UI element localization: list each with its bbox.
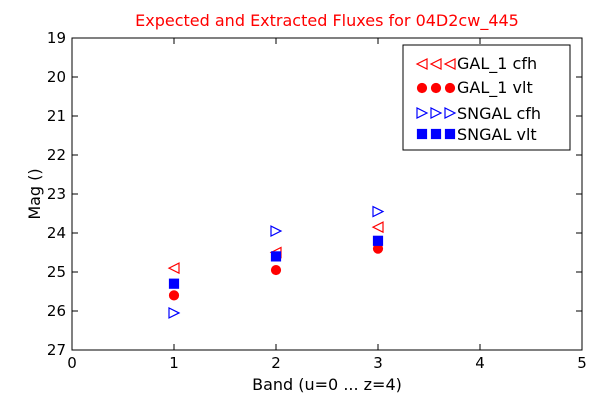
- legend-marker: [429, 58, 442, 70]
- data-point: [168, 290, 180, 301]
- legend-box: [402, 44, 571, 151]
- y-tick-label: 26: [47, 302, 66, 320]
- legend-marker: [444, 128, 456, 140]
- x-tick-label: 4: [475, 354, 485, 372]
- x-tick-label: 0: [67, 354, 77, 372]
- legend-marker: [444, 107, 457, 119]
- chart-title: Expected and Extracted Fluxes for 04D2cw…: [135, 11, 519, 31]
- x-tick-label: 1: [169, 354, 179, 372]
- y-tick-label: 23: [47, 185, 66, 203]
- legend-label-gal1-cfh: GAL_1 cfh: [457, 54, 537, 74]
- legend-marker: [443, 58, 456, 70]
- legend: GAL_1 cfh GAL_1 vlt SNGAL cfh SNGAL vlt: [402, 44, 571, 151]
- data-point: [168, 278, 180, 289]
- x-tick-label: 3: [373, 354, 383, 372]
- data-point: [270, 264, 282, 276]
- y-tick-label: 20: [47, 68, 66, 86]
- legend-marker: [430, 128, 442, 140]
- legend-marker: [415, 58, 428, 70]
- legend-marker: [430, 82, 442, 94]
- x-tick-label: 2: [271, 354, 281, 372]
- legend-markers: [415, 58, 457, 140]
- y-tick-label: 22: [47, 146, 66, 164]
- y-tick-label: 25: [47, 263, 66, 281]
- y-tick-label: 21: [47, 107, 66, 125]
- y-axis-label: Mag (): [25, 168, 44, 219]
- y-tick-label: 19: [47, 29, 66, 47]
- data-point: [270, 225, 283, 238]
- legend-marker: [444, 82, 456, 94]
- legend-marker: [430, 107, 443, 119]
- data-point: [372, 205, 385, 218]
- data-point: [270, 251, 282, 262]
- y-tick-label: 24: [47, 224, 66, 242]
- data-point: [371, 221, 384, 234]
- legend-marker: [416, 128, 428, 140]
- legend-marker: [416, 107, 429, 119]
- data-marks: [167, 205, 385, 319]
- legend-label-gal1-vlt: GAL_1 vlt: [457, 78, 533, 98]
- legend-label-sngal-vlt: SNGAL vlt: [457, 125, 537, 144]
- data-point: [168, 306, 181, 319]
- data-point: [372, 235, 384, 246]
- data-point: [167, 262, 180, 275]
- y-tick-label: 27: [47, 341, 66, 359]
- legend-marker: [416, 82, 428, 94]
- x-tick-label: 5: [577, 354, 587, 372]
- legend-label-sngal-cfh: SNGAL cfh: [457, 104, 541, 123]
- x-axis-label: Band (u=0 ... z=4): [252, 375, 402, 394]
